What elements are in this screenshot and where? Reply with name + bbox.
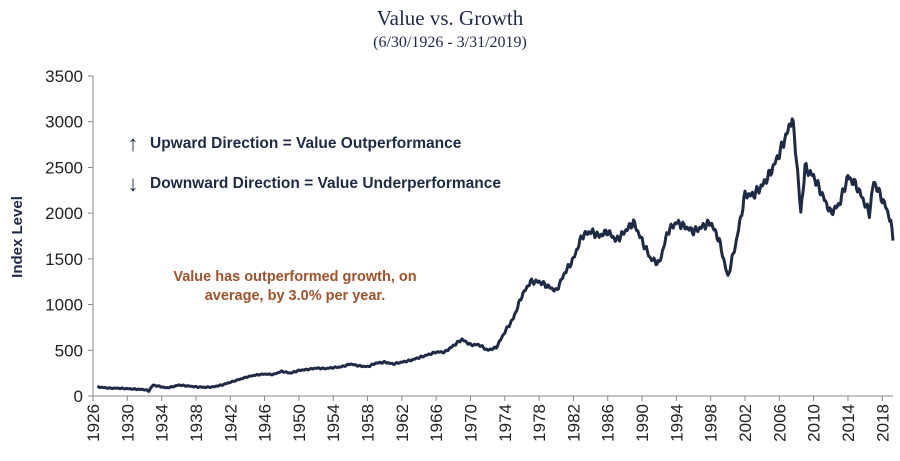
down-arrow-icon: ↓ — [127, 171, 139, 196]
y-tick-label: 500 — [55, 341, 83, 360]
x-tick-label: 2002 — [736, 404, 755, 442]
x-tick-label: 2018 — [873, 404, 892, 442]
x-tick-label: 1946 — [256, 404, 275, 442]
x-tick-label: 1994 — [667, 404, 686, 442]
legend-downward: ↓ Downward Direction = Value Underperfor… — [122, 171, 502, 197]
x-tick-label: 1982 — [564, 404, 583, 442]
x-tick-label: 1970 — [461, 404, 480, 442]
legend-upward: ↑ Upward Direction = Value Outperformanc… — [122, 131, 462, 157]
x-tick-label: 1930 — [118, 404, 137, 442]
x-tick-label: 1954 — [324, 404, 343, 442]
x-tick-labels: 1926 1930 1934 1938 1942 1946 1950 1954 1958 1962… — [84, 404, 892, 442]
legend-upward-text: Upward Direction = Value Outperformance — [150, 135, 462, 152]
chart-subtitle: (6/30/1926 - 3/31/2019) — [373, 34, 527, 51]
chart-title: Value vs. Growth — [376, 6, 524, 30]
x-tick-label: 1974 — [496, 404, 515, 442]
x-tick-label: 1958 — [359, 404, 378, 442]
y-tick-labels: 0 500 1000 1500 2000 2500 3000 3500 — [45, 67, 83, 406]
x-tick-label: 1990 — [633, 404, 652, 442]
y-tick-label: 2000 — [45, 204, 83, 223]
y-tick-label: 1000 — [45, 296, 83, 315]
performance-note-line-1: Value has outperformed growth, on — [173, 269, 417, 285]
up-arrow-icon: ↑ — [127, 131, 139, 156]
x-tick-label: 2014 — [839, 404, 858, 442]
y-tick-label: 1500 — [45, 250, 83, 269]
performance-note: Value has outperformed growth, on averag… — [150, 268, 440, 306]
y-tick-label: 0 — [74, 387, 83, 406]
y-tick-label: 2500 — [45, 158, 83, 177]
x-tick-label: 1962 — [393, 404, 412, 442]
x-tick-label: 2010 — [805, 404, 824, 442]
y-axis-label: Index Level — [9, 196, 26, 278]
performance-note-line-2: average, by 3.0% per year. — [204, 288, 386, 304]
x-tick-label: 2006 — [770, 404, 789, 442]
series-line — [96, 117, 895, 393]
x-tick-label: 1966 — [427, 404, 446, 442]
x-tick-label: 1950 — [290, 404, 309, 442]
legend-downward-text: Downward Direction = Value Underperforma… — [150, 175, 501, 192]
x-tick-label: 1986 — [599, 404, 618, 442]
x-tick-label: 1978 — [530, 404, 549, 442]
y-tick-label: 3000 — [45, 113, 83, 132]
x-tick-label: 1942 — [221, 404, 240, 442]
x-tick-label: 1934 — [153, 404, 172, 442]
axes — [88, 75, 893, 401]
y-tick-label: 3500 — [45, 67, 83, 86]
x-tick-label: 1938 — [187, 404, 206, 442]
x-tick-label: 1926 — [84, 404, 103, 442]
x-tick-label: 1998 — [702, 404, 721, 442]
